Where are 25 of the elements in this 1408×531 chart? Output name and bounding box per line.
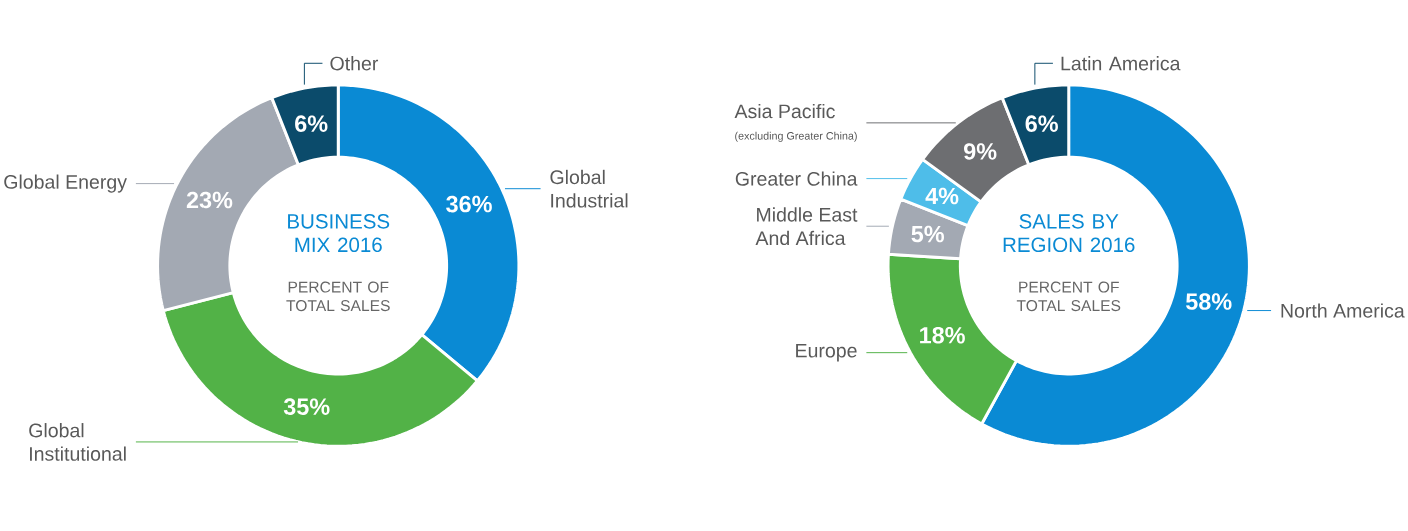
data-label: 9%: [964, 143, 997, 160]
text: PERCENT OF TOTAL SALES: [286, 281, 390, 312]
data-label: 18%: [920, 326, 965, 344]
slice-label: Global Institutional: [29, 422, 126, 461]
data-label: 5%: [911, 225, 944, 243]
text: PERCENT OF TOTAL SALES: [1016, 281, 1121, 312]
text: BUSINESS MIX 2016: [288, 214, 390, 252]
slice-label: Other: [330, 55, 379, 71]
slice-label: Europe: [796, 343, 857, 362]
data-label: 6%: [295, 115, 328, 132]
text: SALES BY REGION 2016: [1003, 214, 1135, 252]
data-label: 6%: [1025, 115, 1058, 132]
slice-label: Global Industrial: [550, 169, 628, 208]
slice-label: Greater China: [735, 171, 858, 186]
slice-label: Middle East And Africa: [755, 207, 858, 245]
data-label: 36%: [446, 195, 492, 213]
legend-label: Asia Pacific: [734, 103, 835, 119]
slice-label: Global Energy: [4, 174, 127, 193]
slice-label: North America: [1281, 303, 1405, 318]
text: (excluding Greater China): [735, 131, 857, 142]
data-label: 58%: [1185, 293, 1232, 310]
data-label: 4%: [925, 187, 959, 205]
data-label: 23%: [186, 191, 233, 209]
slice-label: Latin America: [1061, 55, 1181, 71]
data-label: 35%: [283, 398, 330, 415]
